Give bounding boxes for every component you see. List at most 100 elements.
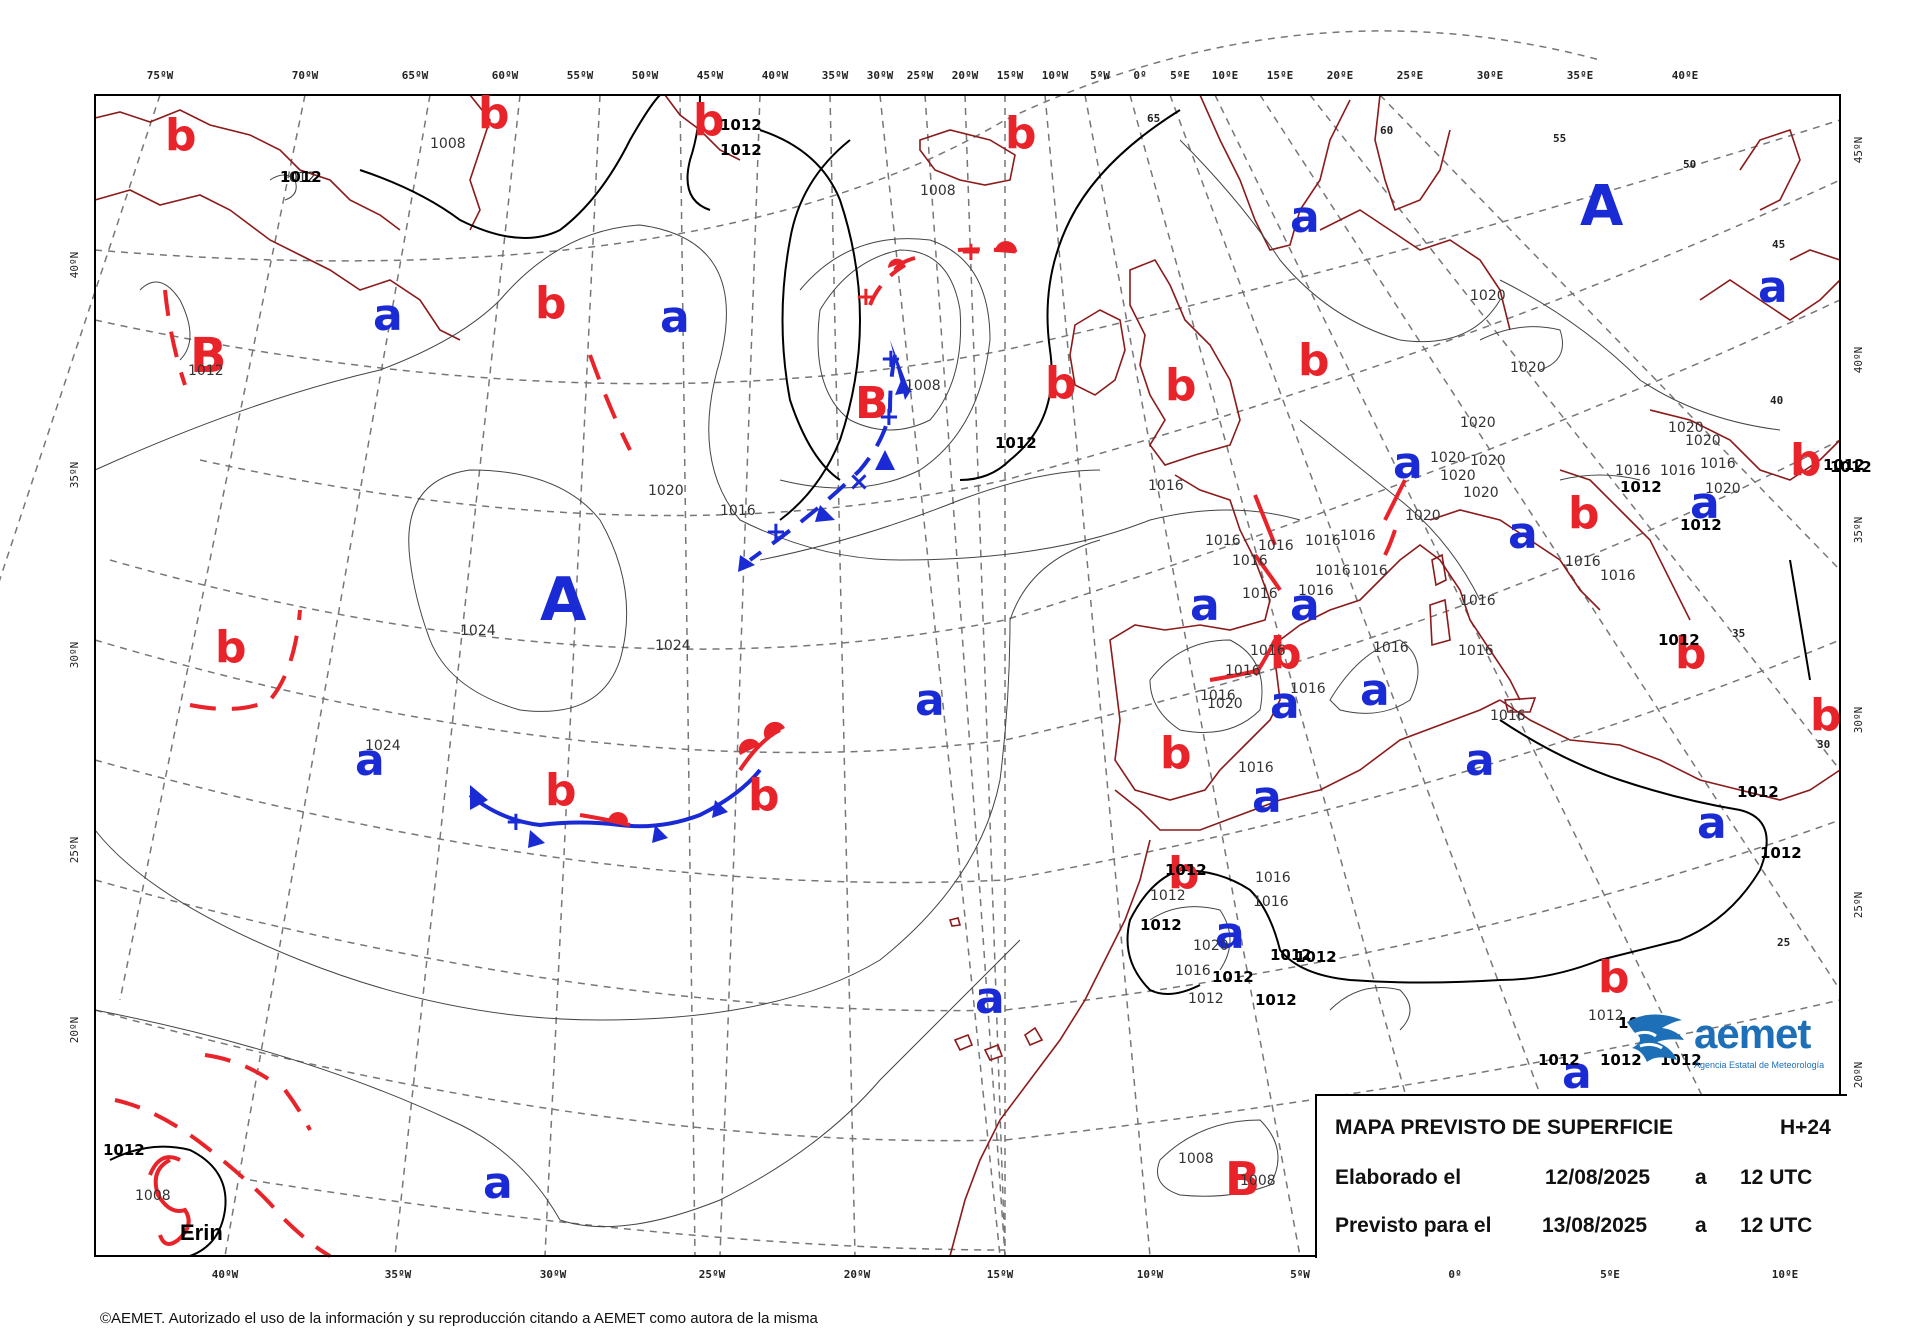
high-pressure-center-minor: a <box>1508 508 1538 559</box>
isobar-value-bold: 1012 <box>1620 478 1662 496</box>
map-title: MAPA PREVISTO DE SUPERFICIE <box>1335 1116 1673 1139</box>
isobar-value-bold: 1012 <box>1823 456 1865 474</box>
isobar-value: 1016 <box>1238 760 1274 776</box>
bottom-longitude-label: 5ºE <box>1600 1268 1620 1281</box>
isobar-value: 1020 <box>1470 453 1506 469</box>
high-pressure-center-minor: a <box>355 735 385 786</box>
bottom-longitude-label: 20ºW <box>844 1268 871 1281</box>
grid-latitude-label: 45 <box>1772 238 1785 251</box>
high-pressure-center-minor: a <box>1270 678 1300 729</box>
bottom-longitude-label: 5ºW <box>1290 1268 1310 1281</box>
top-longitude-label: 60ºW <box>492 69 519 82</box>
isobar-value-bold: 1012 <box>1255 991 1297 1009</box>
low-pressure-center-minor: b <box>1790 435 1822 486</box>
right-latitude-label: 35ºN <box>1852 517 1865 544</box>
isobar-value: 1008 <box>430 136 466 152</box>
isobar-value: 1016 <box>1225 663 1261 679</box>
top-longitude-label: 30ºE <box>1477 69 1504 82</box>
fronts <box>114 247 1407 1258</box>
valid-time: 12 UTC <box>1740 1214 1813 1237</box>
low-pressure-center-minor: b <box>748 770 780 821</box>
isobar-value: 1008 <box>905 378 941 394</box>
top-longitude-label: 35ºE <box>1567 69 1594 82</box>
high-pressure-center-minor: a <box>1215 908 1245 959</box>
isobar-value: 1016 <box>1660 463 1696 479</box>
top-longitude-label: 55ºW <box>567 69 594 82</box>
top-longitude-label: 40ºW <box>762 69 789 82</box>
isobar-value: 1016 <box>1700 456 1736 472</box>
top-longitude-label: 0º <box>1133 69 1146 82</box>
low-pressure-center-minor: b <box>1598 952 1630 1003</box>
isobar-value-bold: 1012 <box>1600 1051 1642 1069</box>
low-pressure-center-minor: b <box>1810 690 1842 741</box>
high-pressure-center-minor: a <box>1290 192 1320 243</box>
bottom-longitude-label: 15ºW <box>987 1268 1014 1281</box>
low-pressure-center-minor: b <box>1005 108 1037 159</box>
grid-latitude-label: 50 <box>1683 158 1696 171</box>
low-pressure-center: B <box>1225 1152 1260 1206</box>
isobar-value-bold: 1012 <box>1760 844 1802 862</box>
right-latitude-label: 20ºN <box>1852 1062 1865 1089</box>
aemet-logo-icon <box>1627 1014 1684 1062</box>
high-pressure-center: A <box>540 565 587 635</box>
storm-name: Erin <box>180 1220 223 1245</box>
occlusion-cross: + <box>855 282 877 312</box>
isobar-value: 1016 <box>1305 533 1341 549</box>
isobar-value: 1020 <box>1510 360 1546 376</box>
made-at: a <box>1695 1166 1707 1189</box>
grid-latitude-label: 60 <box>1380 124 1393 137</box>
grid-latitude-label: 30 <box>1817 738 1830 751</box>
isobar-value: 1016 <box>1615 463 1651 479</box>
made-time: 12 UTC <box>1740 1166 1813 1189</box>
occlusion-cross: × <box>848 467 870 497</box>
high-pressure-center-minor: a <box>1562 1048 1592 1099</box>
top-longitude-label: 10ºE <box>1212 69 1239 82</box>
low-pressure-center-minor: b <box>1675 628 1707 679</box>
low-pressure-center-minor: b <box>1168 848 1200 899</box>
low-pressure-center-minor: b <box>1270 628 1302 679</box>
isobar-value: 1016 <box>1315 563 1351 579</box>
top-longitude-label: 15ºE <box>1267 69 1294 82</box>
isobar-value-bold: 1012 <box>1658 631 1700 649</box>
isobar-value: 1016 <box>1460 593 1496 609</box>
isobar-value: 1020 <box>1207 696 1243 712</box>
left-latitude-label: 20ºN <box>68 1017 81 1044</box>
occlusion-cross: + <box>880 344 902 374</box>
isobar-value-bold: 1012 <box>1830 458 1872 476</box>
isobar-value: 1024 <box>460 623 496 639</box>
top-longitude-label: 35ºW <box>822 69 849 82</box>
isobar-value-bold: 1012 <box>1295 948 1337 966</box>
axis-labels: 75ºW 70ºW 65ºW 60ºW 55ºW 50ºW 45ºW 40ºW 35ºW 30ºW… <box>68 69 1865 1281</box>
made-row: Elaborado el 12/08/2025 a 12 UTC <box>1335 1166 1829 1196</box>
isobar-value-bold: 1012 <box>1737 783 1779 801</box>
aemet-logo: aemet Agencia Estatal de Meteorología <box>1622 1010 1844 1080</box>
isobar-value: 1016 <box>1290 681 1326 697</box>
isobar-value: 1020 <box>1685 433 1721 449</box>
high-pressure-center-minor: a <box>1758 262 1788 313</box>
top-longitude-label: 45ºW <box>697 69 724 82</box>
bottom-longitude-label: 10ºE <box>1772 1268 1799 1281</box>
high-pressure-center-minor: a <box>1697 798 1727 849</box>
bottom-longitude-label: 25ºW <box>699 1268 726 1281</box>
map-frame <box>94 94 1841 1257</box>
logo-wordmark: aemet <box>1694 1010 1811 1057</box>
copyright-notice: ©AEMET. Autorizado el uso de la informac… <box>100 1310 818 1327</box>
low-pressure-center-minor: b <box>545 765 577 816</box>
isobar-value-bold: 1012 <box>1680 516 1722 534</box>
top-longitude-label: 65ºW <box>402 69 429 82</box>
grid-latitude-label: 25 <box>1777 936 1790 949</box>
low-pressure-center: B <box>855 378 889 429</box>
valid-date: 13/08/2025 <box>1542 1214 1648 1237</box>
right-latitude-label: 40ºN <box>1852 347 1865 374</box>
isobar-value: 1012 <box>1188 991 1224 1007</box>
low-pressure-center-minor: b <box>1298 335 1330 386</box>
isobar-value-bold: 1012 <box>720 116 762 134</box>
top-longitude-label: 40ºE <box>1672 69 1699 82</box>
isobar-value: 1016 <box>1148 478 1184 494</box>
coastlines <box>94 94 1841 1257</box>
isobar-value: 1020 <box>1405 508 1441 524</box>
high-pressure-center-minor: a <box>1690 478 1720 529</box>
longitude-grid <box>0 94 1841 1257</box>
isobar-value-bold: 1012 <box>720 141 762 159</box>
isobar-value: 1016 <box>1232 553 1268 569</box>
